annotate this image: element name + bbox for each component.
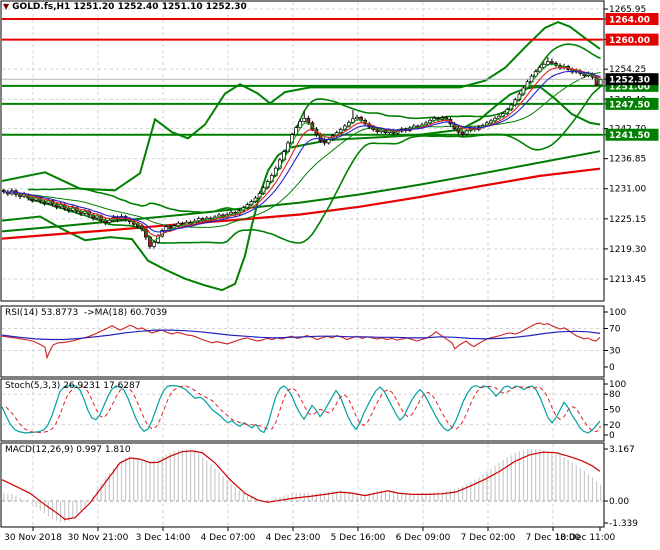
chart-title: ▼ GOLD.fs,H1 1251.20 1252.40 1251.10 1252… xyxy=(3,1,247,13)
slow-ma-red xyxy=(2,167,601,240)
main-panel-border xyxy=(0,0,605,302)
price-axis-label: 1265.95 xyxy=(609,5,646,15)
rsi-axis-label: 70 xyxy=(609,325,621,335)
resistance-price-badge xyxy=(605,13,659,26)
candle-bear xyxy=(144,228,148,238)
current-price-badge xyxy=(605,73,659,86)
support-price-badge xyxy=(605,97,659,110)
fast-ma-blue xyxy=(3,70,601,233)
candle-bear xyxy=(306,117,311,124)
resistance-price-badge xyxy=(605,33,659,46)
main-panel xyxy=(1,1,604,301)
rsi-indicator-label: RSI(14) 53.8773 ->MA(18) 60.7039 xyxy=(5,308,168,318)
candle-bull xyxy=(355,116,359,120)
time-axis-label: 7 Dec 02:00 xyxy=(461,533,516,543)
current-price-badge-label: 1252.30 xyxy=(609,76,650,86)
price-axis-label: 1213.45 xyxy=(609,275,646,285)
time-axis-label: 4 Dec 07:00 xyxy=(201,533,256,543)
rsi-axis-label: 30 xyxy=(609,347,621,357)
support-price-badge-label: 1241.50 xyxy=(609,131,650,141)
rsi-axis-label: 0 xyxy=(609,363,615,373)
stoch-axis-label: 100 xyxy=(609,380,626,390)
symbol-dropdown-icon[interactable]: ▼ xyxy=(3,2,10,11)
support-price-badge xyxy=(605,128,659,141)
stoch-axis-label: 50 xyxy=(609,406,621,416)
envelope-upper-band xyxy=(2,21,601,192)
stoch-k-line xyxy=(1,384,601,434)
fast-ma-red xyxy=(3,66,601,237)
time-axis-label: 6 Dec 09:00 xyxy=(396,533,451,543)
stoch-indicator-label: Stoch(5,3,3) 26.9231 17.6287 xyxy=(5,381,141,391)
stoch-axis-label: 80 xyxy=(609,390,621,400)
candle-bull xyxy=(545,61,550,65)
support-price-badge-label: 1251.00 xyxy=(609,82,650,92)
main-chart-panel[interactable] xyxy=(2,18,603,292)
bollinger-upper xyxy=(28,43,601,214)
time-axis-label: 30 Nov 2018 xyxy=(4,533,62,543)
candle-bear xyxy=(460,131,465,135)
macd-signal-line xyxy=(1,450,601,521)
price-axis-label: 1254.25 xyxy=(609,65,646,75)
time-axis-label: 5 Dec 16:00 xyxy=(331,533,386,543)
time-axis-label: 4 Dec 23:00 xyxy=(266,533,321,543)
stoch-d-line xyxy=(5,385,601,433)
candle-bear xyxy=(322,140,327,144)
candle-bull xyxy=(302,117,307,122)
resistance-price-badge-label: 1264.00 xyxy=(609,16,650,26)
price-axis-label: 1231.00 xyxy=(609,185,646,195)
bollinger-middle xyxy=(28,72,601,228)
time-axis-label: 10 Dec 11:00 xyxy=(555,533,616,543)
rsi-panel-border xyxy=(0,305,605,378)
ohlc-label: 1251.20 1252.40 1251.10 1252.30 xyxy=(73,2,247,12)
candle-bull xyxy=(152,241,156,247)
time-axis-label: 3 Dec 14:00 xyxy=(136,533,191,543)
resistance-price-badge-label: 1260.00 xyxy=(609,36,650,46)
symbol-period-label: GOLD.fs,H1 xyxy=(12,2,71,12)
candle-bull xyxy=(541,63,546,68)
rsi-panel xyxy=(1,306,604,377)
time-axis-label: 7 Dec 18:00 xyxy=(526,533,581,543)
time-axis-label: 30 Nov 21:00 xyxy=(68,533,129,543)
rsi-axis-label: 100 xyxy=(609,308,626,318)
price-axis-label: 1236.85 xyxy=(609,155,646,165)
macd-indicator-label: MACD(12,26,9) 0.997 1.810 xyxy=(5,445,131,455)
support-price-badge-label: 1247.50 xyxy=(609,100,650,110)
macd-axis-label: 0.00 xyxy=(609,497,629,507)
price-axis-label: 1219.30 xyxy=(609,245,646,255)
candle-bear xyxy=(318,134,323,142)
price-axis-label: 1225.15 xyxy=(609,215,646,225)
stoch-axis-label: 0 xyxy=(609,431,615,441)
candle-bear xyxy=(168,226,173,230)
candle-bear xyxy=(91,214,95,219)
macd-panel-border xyxy=(0,442,605,528)
candle-bear xyxy=(550,61,554,64)
slow-ma-green xyxy=(2,150,601,233)
macd-axis-label: 3.167 xyxy=(609,445,635,455)
rsi-ma-line xyxy=(1,329,601,341)
candle-bear xyxy=(148,236,152,247)
macd-axis-label: -1.339 xyxy=(609,519,638,529)
stoch-axis-label: 20 xyxy=(609,421,621,431)
candle-bull xyxy=(598,78,603,86)
fast-ma-green xyxy=(3,63,601,242)
